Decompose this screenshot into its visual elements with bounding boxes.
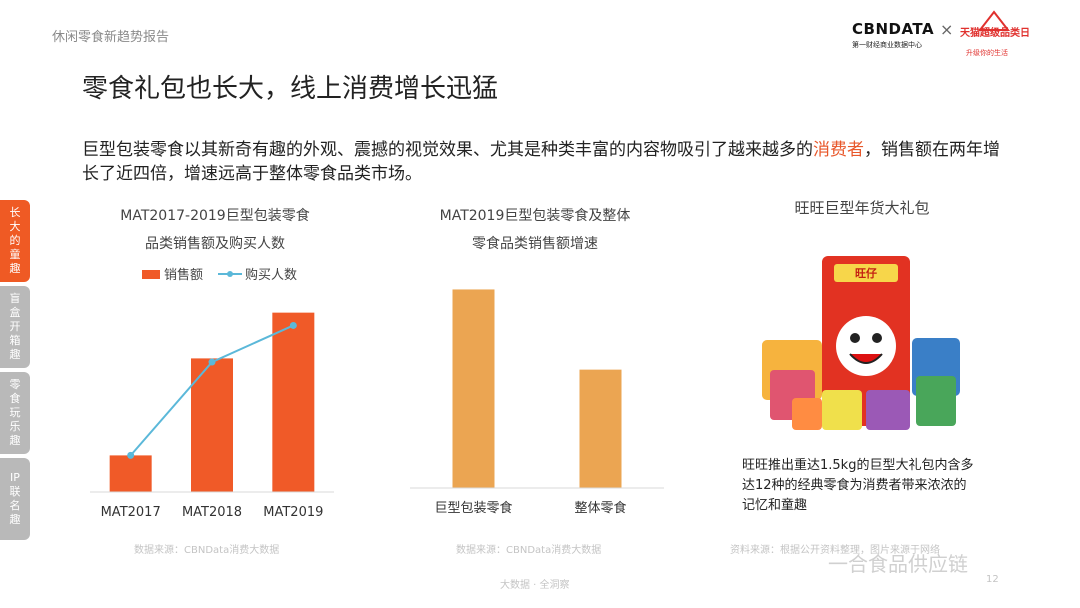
side-tab-label: 盲盒开箱趣 (9, 292, 21, 361)
brand-logos: CBNDATA 第一财经商业数据中心 × 天猫超级品类日 升级你的生活 (850, 10, 1030, 64)
report-name: 休闲零食新趋势报告 (52, 30, 170, 45)
x-tick-label: MAT2017 (101, 505, 161, 520)
chart2-title: MAT2019巨型包装零食及整体 零食品类销售额增速 (410, 202, 660, 258)
tmall-logo: 天猫超级品类日 (960, 28, 1030, 39)
chart1-bar-line: 销售额 购买人数 MAT2017 MAT2018 MAT2019 (90, 267, 334, 520)
bar-sales (109, 455, 152, 492)
chart1-title-line1: MAT2017-2019巨型包装零食 (120, 208, 310, 224)
cbndata-logo-sub: 第一财经商业数据中心 (852, 41, 922, 49)
page-title: 零食礼包也长大，线上消费增长迅猛 (82, 74, 499, 104)
legend-label-sales: 销售额 (164, 267, 203, 283)
bar-sales (272, 312, 315, 492)
chart1-title: MAT2017-2019巨型包装零食 品类销售额及购买人数 (90, 202, 340, 258)
bar-sales (191, 358, 233, 492)
side-tab-ip-collab[interactable]: IP联名趣 (0, 458, 30, 540)
side-tab-label: 零食玩乐趣 (9, 378, 21, 447)
watermark: 一合食品供应链 (828, 552, 968, 576)
chart2-bar: 巨型包装零食 整体零食 (410, 289, 664, 516)
side-tab-nav: 长大的童趣 盲盒开箱趣 零食玩乐趣 IP联名趣 (0, 200, 30, 544)
bag-label: 旺仔 (855, 266, 877, 280)
chart1-source: 数据来源：CBNData消费大数据 (134, 545, 280, 556)
chart2-title-line2: 零食品类销售额增速 (472, 236, 598, 252)
chart1-title-line2: 品类销售额及购买人数 (145, 236, 285, 252)
intro-text-after: ，销售额在两年增长了近四倍，增速远高于整体零食品类市场。 (82, 140, 1000, 184)
point-buyers (289, 321, 297, 329)
tmall-logo-sub: 升级你的生活 (966, 49, 1008, 57)
legend-swatch-sales (142, 270, 160, 279)
intro-text-before: 巨型包装零食以其新奇有趣的外观、震撼的视觉效果、尤其是种类丰富的内容物吸引了越来… (82, 140, 813, 160)
x-tick-label: MAT2018 (182, 505, 242, 520)
caption-line: 达12种的经典零食为消费者带来浓浓的 (742, 478, 967, 493)
x-tick-label: MAT2019 (263, 505, 323, 520)
legend-label-buyers: 购买人数 (245, 267, 297, 283)
x-tick-label: 整体零食 (574, 500, 626, 516)
x-tick-label: 巨型包装零食 (434, 500, 512, 516)
side-tab-growing-childhood[interactable]: 长大的童趣 (0, 200, 30, 282)
product-caption: 旺旺推出重达1.5kg的巨型大礼包内含多 达12种的经典零食为消费者带来浓浓的 … (742, 456, 992, 516)
caption-line: 旺旺推出重达1.5kg的巨型大礼包内含多 (742, 458, 974, 473)
product-source: 资料来源：根据公开资料整理，图片来源于网络 (730, 545, 940, 556)
legend-marker-buyers (227, 271, 233, 277)
side-tab-label: IP联名趣 (9, 471, 21, 526)
side-tab-snack-play[interactable]: 零食玩乐趣 (0, 372, 30, 454)
tmall-triangle-icon (977, 10, 1011, 31)
intro-highlight: 消费者 (813, 140, 864, 160)
caption-line: 记忆和童趣 (742, 498, 808, 513)
footer-tagline: 大数据 · 全洞察 (500, 580, 570, 591)
bar-growth (579, 369, 622, 488)
point-buyers (127, 451, 135, 459)
logo-separator: × (940, 20, 954, 39)
product-title: 旺旺巨型年货大礼包 (794, 199, 930, 217)
page-number: 12 (986, 574, 999, 585)
chart2-title-line1: MAT2019巨型包装零食及整体 (439, 208, 631, 224)
giant-gift-pack-image: 旺仔 (762, 256, 960, 430)
point-buyers (208, 358, 216, 366)
chart2-source: 数据来源：CBNData消费大数据 (456, 545, 602, 556)
side-tab-blind-box[interactable]: 盲盒开箱趣 (0, 286, 30, 368)
intro-paragraph: 巨型包装零食以其新奇有趣的外观、震撼的视觉效果、尤其是种类丰富的内容物吸引了越来… (82, 138, 1012, 186)
side-tab-label: 长大的童趣 (9, 206, 21, 275)
cbndata-logo: CBNDATA (852, 20, 935, 38)
bar-growth (452, 289, 495, 488)
